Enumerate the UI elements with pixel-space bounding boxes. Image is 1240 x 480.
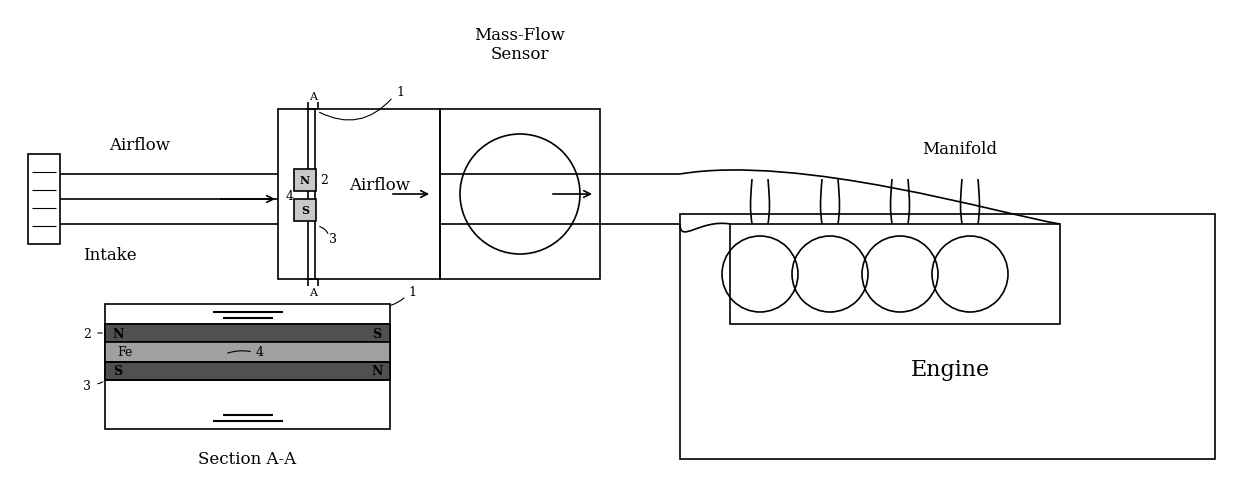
Text: S: S	[113, 365, 123, 378]
Text: Section A-A: Section A-A	[198, 451, 296, 468]
Text: 1: 1	[396, 85, 404, 98]
Text: N: N	[371, 365, 383, 378]
Text: Airflow: Airflow	[350, 176, 410, 193]
Text: Engine: Engine	[910, 358, 990, 380]
Text: Intake: Intake	[83, 246, 136, 263]
Text: 3: 3	[329, 233, 337, 246]
Text: N: N	[113, 327, 124, 340]
Text: Fe: Fe	[118, 346, 133, 359]
Text: 3: 3	[83, 380, 91, 393]
Text: Airflow: Airflow	[109, 136, 171, 153]
Bar	[440, 110, 600, 279]
Bar	[680, 215, 1215, 459]
Text: A: A	[310, 92, 317, 102]
Bar	[29, 155, 60, 244]
Bar	[294, 169, 316, 192]
Bar	[105, 324, 391, 342]
Text: 4: 4	[255, 346, 264, 359]
Text: 2: 2	[83, 327, 91, 340]
Text: Manifold: Manifold	[923, 141, 997, 158]
Text: 4: 4	[286, 189, 294, 202]
Bar	[294, 200, 316, 222]
Bar	[105, 342, 391, 362]
Text: 1: 1	[408, 286, 415, 299]
Bar	[730, 225, 1060, 324]
Text: N: N	[300, 175, 310, 186]
Text: S: S	[372, 327, 382, 340]
Text: Mass-Flow
Sensor: Mass-Flow Sensor	[475, 27, 565, 63]
Bar	[278, 110, 440, 279]
Text: S: S	[301, 205, 309, 216]
Bar	[105, 362, 391, 380]
Text: A: A	[310, 288, 317, 298]
Bar	[105, 304, 391, 429]
Text: 2: 2	[320, 174, 327, 187]
